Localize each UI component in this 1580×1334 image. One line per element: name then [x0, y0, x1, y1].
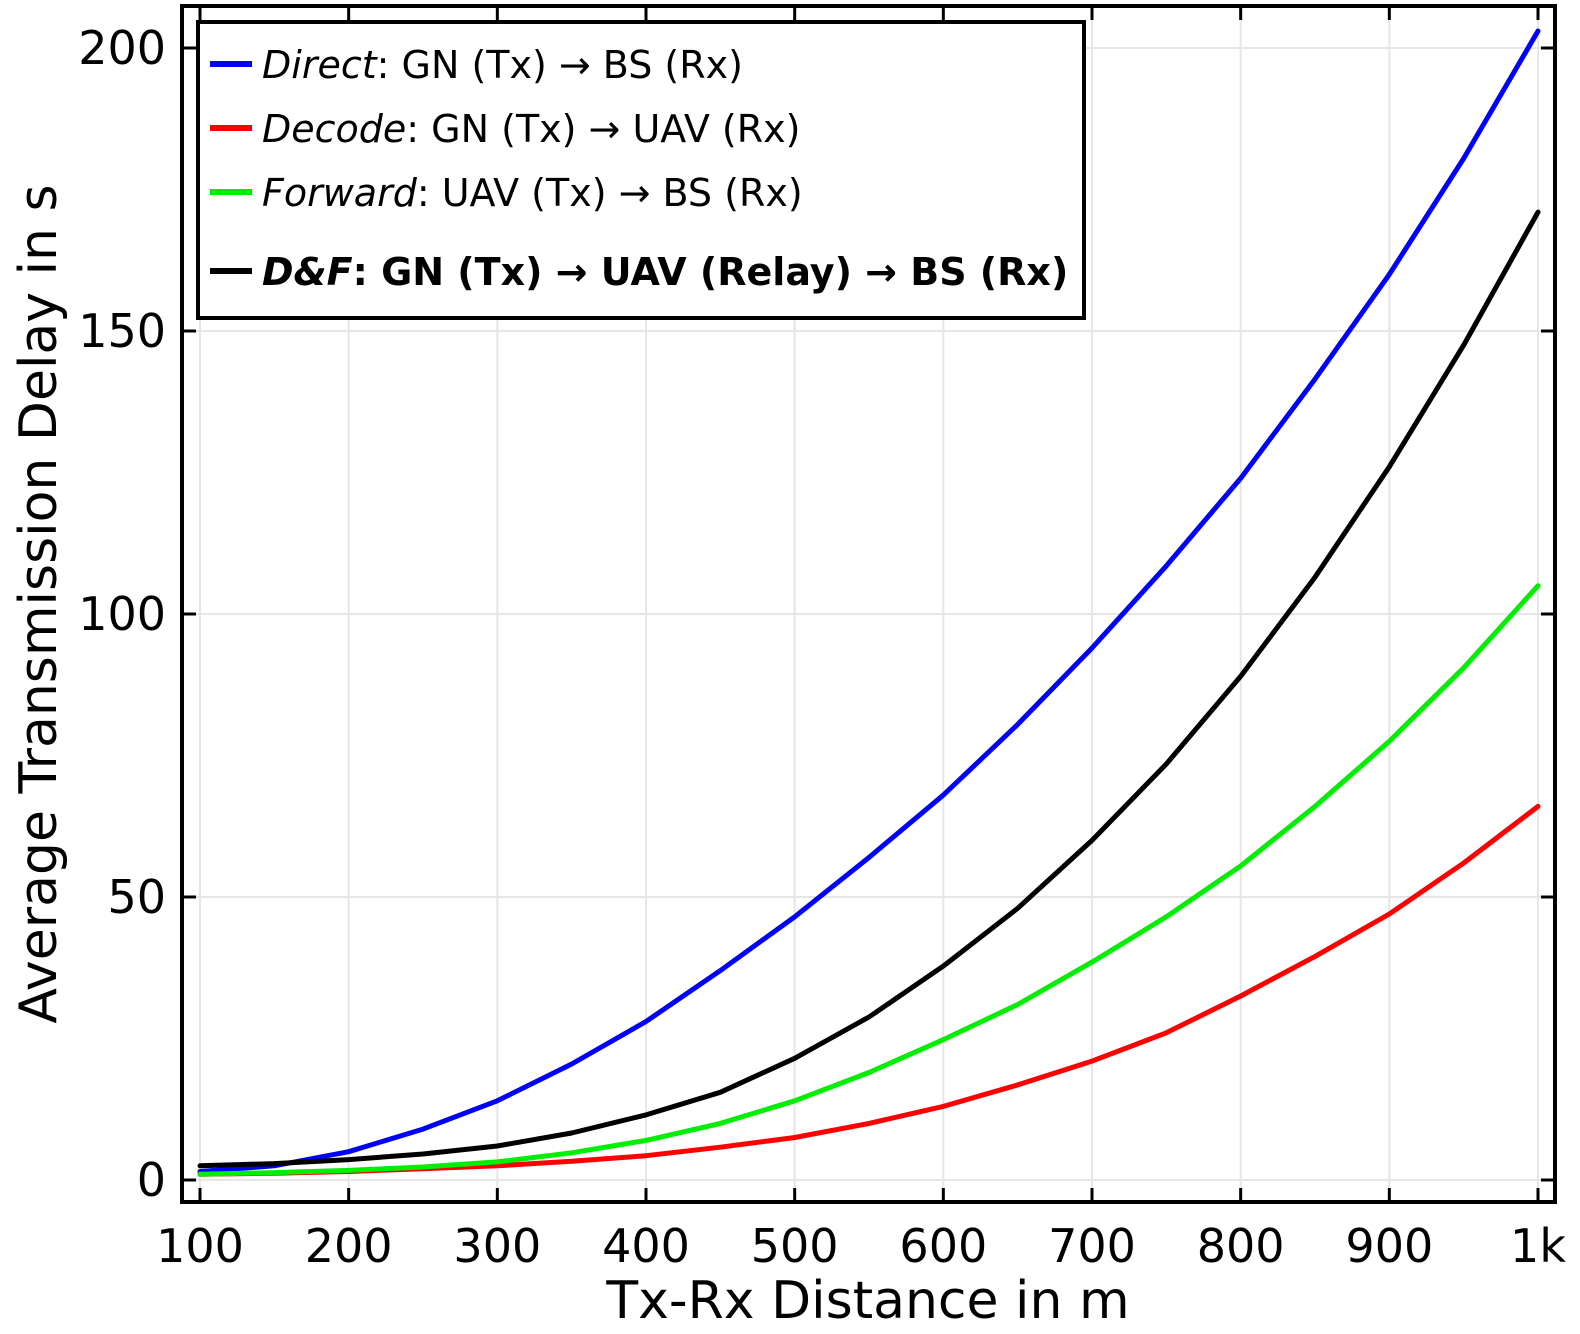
- legend: Direct: GN (Tx) → BS (Rx)Decode: GN (Tx)…: [196, 20, 1086, 320]
- legend-label-rest: : GN (Tx) → UAV (Rx): [406, 107, 800, 151]
- x-tick-label: 100: [156, 1219, 244, 1273]
- series-line-2: [197, 583, 1541, 1177]
- legend-label-rest: : UAV (Tx) → BS (Rx): [417, 171, 803, 215]
- axis-ticks: 100 200 300 400 500 600 700 800 900 1k 0 50 100 150 20…: [78, 6, 1566, 1273]
- legend-label-italic: Forward: [262, 171, 418, 215]
- legend-label-2: Forward: UAV (Tx) → BS (Rx): [262, 171, 803, 215]
- legend-box: [196, 20, 1086, 320]
- y-tick-label: 200: [78, 21, 166, 75]
- legend-label-1: Decode: GN (Tx) → UAV (Rx): [262, 107, 800, 151]
- series-line-0: [197, 28, 1541, 1174]
- legend-label-italic: Direct: [262, 43, 379, 87]
- y-axis-label: Average Transmission Delay in s: [9, 184, 69, 1023]
- legend-label-italic: Decode: [262, 107, 406, 151]
- x-tick-label: 600: [899, 1219, 987, 1273]
- series-line-1: [197, 803, 1541, 1177]
- x-tick-label: 400: [602, 1219, 690, 1273]
- legend-label-3: D&F: GN (Tx) → UAV (Relay) → BS (Rx): [262, 250, 1068, 294]
- legend-label-0: Direct: GN (Tx) → BS (Rx): [262, 43, 743, 87]
- x-tick-label: 300: [453, 1219, 541, 1273]
- legend-label-rest: : GN (Tx) → UAV (Relay) → BS (Rx): [353, 250, 1069, 294]
- x-axis-label: Tx-Rx Distance in m: [605, 1271, 1129, 1331]
- x-tick-label: 700: [1048, 1219, 1136, 1273]
- x-tick-label: 1k: [1510, 1219, 1566, 1273]
- legend-label-italic: D&F: [262, 250, 353, 294]
- y-tick-label: 150: [78, 304, 166, 358]
- series-lines: [197, 28, 1541, 1177]
- y-tick-label: 100: [78, 587, 166, 641]
- x-tick-label: 800: [1197, 1219, 1285, 1273]
- legend-label-rest: : GN (Tx) → BS (Rx): [377, 43, 743, 87]
- y-tick-label: 0: [137, 1153, 166, 1207]
- x-tick-label: 900: [1345, 1219, 1433, 1273]
- plot-frame: [180, 4, 1557, 1204]
- x-tick-label: 500: [751, 1219, 839, 1273]
- x-tick-label: 200: [305, 1219, 393, 1273]
- y-tick-label: 50: [107, 870, 166, 924]
- series-line-3: [197, 209, 1541, 1169]
